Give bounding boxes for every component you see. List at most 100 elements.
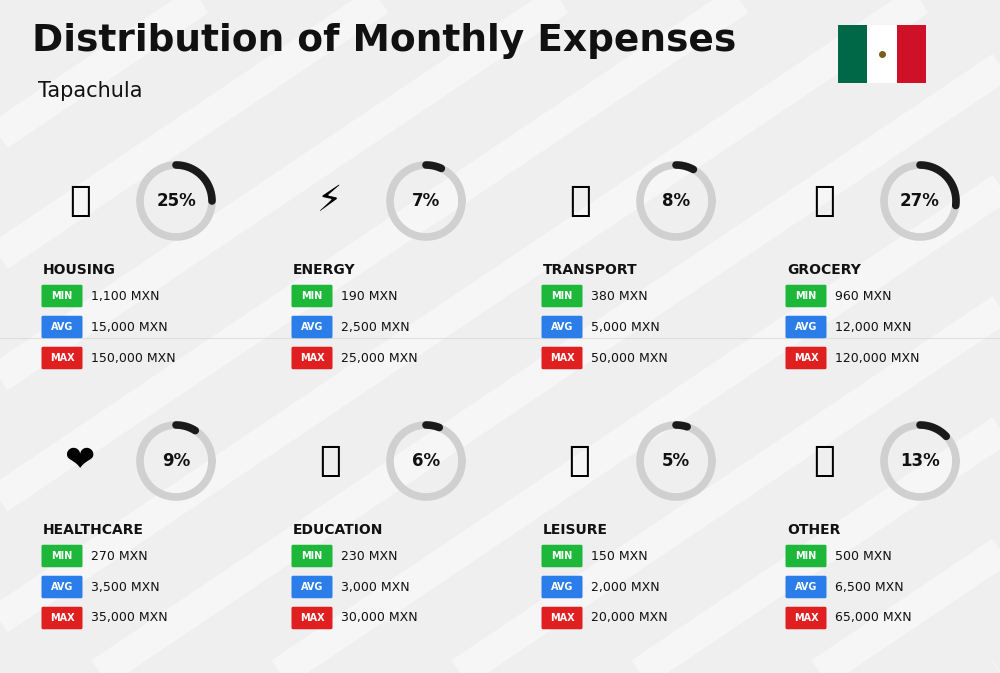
Text: MAX: MAX <box>794 353 818 363</box>
Text: 25%: 25% <box>156 192 196 210</box>
Text: 25,000 MXN: 25,000 MXN <box>341 351 418 365</box>
Text: 15,000 MXN: 15,000 MXN <box>91 320 168 334</box>
Text: Tapachula: Tapachula <box>38 81 143 101</box>
Text: 2,000 MXN: 2,000 MXN <box>591 581 660 594</box>
Text: 270 MXN: 270 MXN <box>91 549 148 563</box>
Text: 65,000 MXN: 65,000 MXN <box>835 612 912 625</box>
Text: 20,000 MXN: 20,000 MXN <box>591 612 668 625</box>
FancyBboxPatch shape <box>42 347 82 369</box>
FancyBboxPatch shape <box>786 607 826 629</box>
FancyBboxPatch shape <box>42 316 82 339</box>
FancyBboxPatch shape <box>291 347 332 369</box>
Text: MIN: MIN <box>795 291 817 301</box>
Text: AVG: AVG <box>551 322 573 332</box>
Text: MIN: MIN <box>551 291 573 301</box>
Text: ⚡: ⚡ <box>317 184 343 218</box>
Text: MIN: MIN <box>51 551 73 561</box>
Text: MIN: MIN <box>301 291 323 301</box>
Text: MAX: MAX <box>300 353 324 363</box>
Text: 🛍️: 🛍️ <box>569 444 591 478</box>
Text: 50,000 MXN: 50,000 MXN <box>591 351 668 365</box>
Text: 3,000 MXN: 3,000 MXN <box>341 581 410 594</box>
Text: 3,500 MXN: 3,500 MXN <box>91 581 160 594</box>
Text: 380 MXN: 380 MXN <box>591 289 648 302</box>
Text: MAX: MAX <box>550 353 574 363</box>
FancyBboxPatch shape <box>542 285 583 308</box>
Text: MAX: MAX <box>300 613 324 623</box>
Text: OTHER: OTHER <box>787 523 840 537</box>
Text: Distribution of Monthly Expenses: Distribution of Monthly Expenses <box>32 23 736 59</box>
Text: 27%: 27% <box>900 192 940 210</box>
FancyBboxPatch shape <box>291 544 332 567</box>
Text: 🏢: 🏢 <box>69 184 91 218</box>
Text: AVG: AVG <box>301 582 323 592</box>
Text: MAX: MAX <box>550 613 574 623</box>
Text: 5%: 5% <box>662 452 690 470</box>
Text: MIN: MIN <box>551 551 573 561</box>
Text: 7%: 7% <box>412 192 440 210</box>
FancyBboxPatch shape <box>291 607 332 629</box>
Text: 👛: 👛 <box>813 444 835 478</box>
Text: MIN: MIN <box>795 551 817 561</box>
Text: 🎓: 🎓 <box>319 444 341 478</box>
Text: EDUCATION: EDUCATION <box>293 523 383 537</box>
Text: 230 MXN: 230 MXN <box>341 549 397 563</box>
FancyBboxPatch shape <box>786 285 826 308</box>
Text: LEISURE: LEISURE <box>543 523 608 537</box>
FancyBboxPatch shape <box>291 316 332 339</box>
Text: GROCERY: GROCERY <box>787 263 861 277</box>
Text: 8%: 8% <box>662 192 690 210</box>
Text: AVG: AVG <box>795 582 817 592</box>
FancyBboxPatch shape <box>897 25 926 83</box>
Text: 30,000 MXN: 30,000 MXN <box>341 612 418 625</box>
Text: 13%: 13% <box>900 452 940 470</box>
Text: MAX: MAX <box>50 353 74 363</box>
FancyBboxPatch shape <box>786 347 826 369</box>
Text: AVG: AVG <box>51 582 73 592</box>
Text: 🚌: 🚌 <box>569 184 591 218</box>
Text: 🛒: 🛒 <box>813 184 835 218</box>
FancyBboxPatch shape <box>42 607 82 629</box>
Text: HOUSING: HOUSING <box>43 263 116 277</box>
FancyBboxPatch shape <box>42 285 82 308</box>
Text: 9%: 9% <box>162 452 190 470</box>
Text: 150 MXN: 150 MXN <box>591 549 648 563</box>
FancyBboxPatch shape <box>838 25 867 83</box>
Text: ENERGY: ENERGY <box>293 263 356 277</box>
Text: MIN: MIN <box>51 291 73 301</box>
Text: 6,500 MXN: 6,500 MXN <box>835 581 904 594</box>
Text: MIN: MIN <box>301 551 323 561</box>
Text: 35,000 MXN: 35,000 MXN <box>91 612 168 625</box>
FancyBboxPatch shape <box>542 347 583 369</box>
Text: TRANSPORT: TRANSPORT <box>543 263 638 277</box>
FancyBboxPatch shape <box>786 544 826 567</box>
Text: AVG: AVG <box>795 322 817 332</box>
Text: 6%: 6% <box>412 452 440 470</box>
FancyBboxPatch shape <box>291 575 332 598</box>
FancyBboxPatch shape <box>42 544 82 567</box>
FancyBboxPatch shape <box>291 285 332 308</box>
Text: MAX: MAX <box>794 613 818 623</box>
Text: 1,100 MXN: 1,100 MXN <box>91 289 160 302</box>
Text: ❤️: ❤️ <box>65 444 95 478</box>
FancyBboxPatch shape <box>542 607 583 629</box>
Text: 5,000 MXN: 5,000 MXN <box>591 320 660 334</box>
Text: AVG: AVG <box>301 322 323 332</box>
Text: 150,000 MXN: 150,000 MXN <box>91 351 176 365</box>
FancyBboxPatch shape <box>42 575 82 598</box>
Text: 500 MXN: 500 MXN <box>835 549 892 563</box>
FancyBboxPatch shape <box>786 316 826 339</box>
Text: 12,000 MXN: 12,000 MXN <box>835 320 912 334</box>
Text: HEALTHCARE: HEALTHCARE <box>43 523 144 537</box>
Text: AVG: AVG <box>51 322 73 332</box>
Text: 190 MXN: 190 MXN <box>341 289 397 302</box>
FancyBboxPatch shape <box>786 575 826 598</box>
FancyBboxPatch shape <box>542 316 583 339</box>
FancyBboxPatch shape <box>867 25 897 83</box>
Text: 2,500 MXN: 2,500 MXN <box>341 320 410 334</box>
Text: MAX: MAX <box>50 613 74 623</box>
FancyBboxPatch shape <box>542 544 583 567</box>
Text: 120,000 MXN: 120,000 MXN <box>835 351 920 365</box>
Text: 960 MXN: 960 MXN <box>835 289 892 302</box>
FancyBboxPatch shape <box>542 575 583 598</box>
